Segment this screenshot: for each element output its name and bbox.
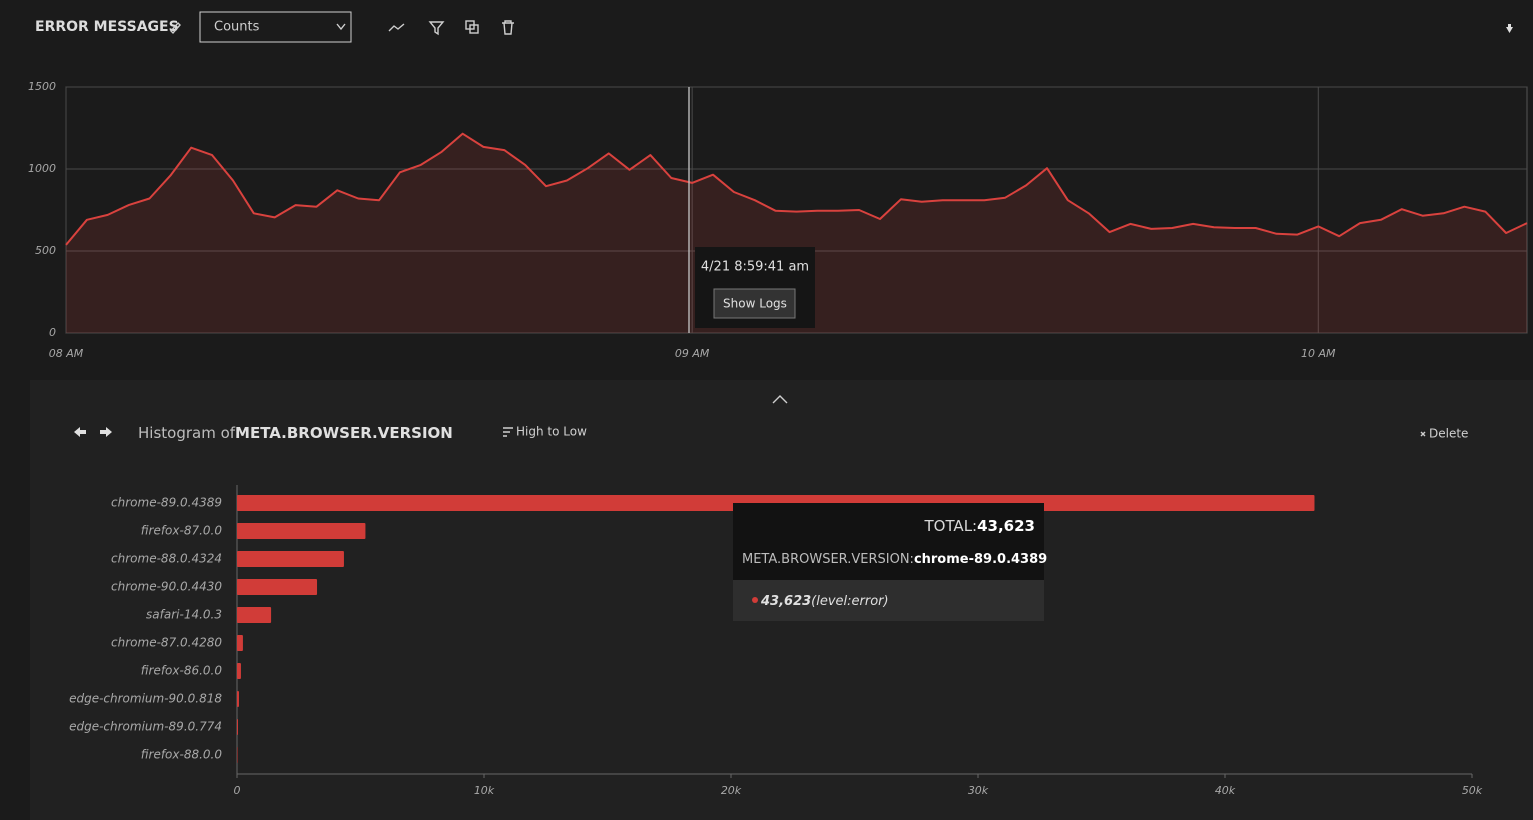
x-tick-label: 0 — [234, 784, 241, 797]
bar — [237, 523, 366, 539]
tooltip-total: TOTAL:43,623 — [923, 517, 1035, 535]
download-icon[interactable] — [1506, 24, 1513, 33]
x-tick-label: 10 AM — [1301, 347, 1336, 360]
total-value: 43,623 — [977, 517, 1035, 535]
delete-button[interactable]: Delete — [1429, 427, 1468, 441]
metric-select[interactable] — [199, 11, 352, 43]
category-label: chrome-90.0.4430 — [111, 580, 222, 594]
title-field: META.BROWSER.VERSION — [235, 424, 453, 442]
title-prefix: Histogram of — [138, 424, 236, 442]
delete-x — [1420, 431, 1426, 437]
bar — [237, 551, 344, 567]
select-chevron — [336, 23, 346, 31]
show-logs-label[interactable]: Show Logs — [723, 297, 787, 311]
panel-title: ERROR MESSAGES — [35, 19, 179, 35]
delete-icon[interactable] — [502, 20, 514, 35]
bar — [237, 719, 238, 735]
series-dot — [752, 597, 758, 603]
x-tick-label: 40k — [1215, 784, 1236, 797]
category-label: chrome-89.0.4389 — [111, 496, 222, 510]
collapse-chevron[interactable] — [772, 395, 788, 404]
filter-icon[interactable] — [428, 21, 445, 36]
sort-icon — [503, 427, 513, 437]
bar — [237, 607, 272, 623]
series-line — [65, 132, 1528, 246]
total-label: TOTAL: — [923, 517, 977, 535]
bar — [237, 691, 239, 707]
category-label: edge-chromium-90.0.818 — [69, 692, 222, 706]
x-tick-label: 50k — [1462, 784, 1483, 797]
category-label: firefox-88.0.0 — [141, 748, 223, 762]
category-label: edge-chromium-89.0.774 — [69, 720, 222, 734]
y-tick-label: 0 — [49, 326, 56, 339]
x-tick-label: 30k — [968, 784, 989, 797]
bar — [237, 635, 243, 651]
tooltip-field: META.BROWSER.VERSION:chrome-89.0.4389 — [742, 552, 1047, 567]
bar — [237, 663, 241, 679]
y-tick-label: 1000 — [28, 162, 56, 175]
x-tick-label: 10k — [474, 784, 495, 797]
sort-toggle[interactable]: High to Low — [516, 425, 587, 439]
copy-icon-back — [469, 24, 479, 34]
category-label: firefox-86.0.0 — [141, 664, 223, 678]
trend-icon[interactable] — [388, 23, 405, 32]
x-tick-label: 09 AM — [675, 347, 710, 360]
category-label: chrome-87.0.4280 — [111, 636, 222, 650]
area-fill — [66, 133, 1527, 333]
series-count: 43,623 — [760, 594, 811, 609]
tooltip-time: 4/21 8:59:41 am — [701, 260, 809, 275]
category-label: chrome-88.0.4324 — [111, 552, 222, 566]
area-chart: 0 500 1000 1500 08 AM 09 AM 10 AM — [28, 80, 1528, 360]
show-logs-button[interactable] — [713, 288, 796, 319]
category-label: firefox-87.0.0 — [141, 524, 223, 538]
next-arrow[interactable] — [100, 427, 112, 437]
x-tick-label: 08 AM — [49, 347, 84, 360]
bar-chart: 0 10k 20k 30k 40k 50k chrome-89.0.4389 firefox-… — [69, 485, 1483, 797]
field-value: chrome-89.0.4389 — [914, 552, 1047, 567]
edit-icon[interactable] — [170, 21, 181, 35]
x-tick-label: 20k — [721, 784, 742, 797]
select-value: Counts — [214, 20, 260, 35]
prev-arrow[interactable] — [74, 427, 86, 437]
series-level: (level:error) — [811, 594, 888, 609]
bar — [237, 579, 318, 595]
y-tick-label: 1500 — [28, 80, 56, 93]
bar-tooltip-row — [733, 580, 1044, 621]
y-tick-label: 500 — [35, 244, 56, 257]
tooltip-series: 43,623(level:error) — [760, 594, 889, 609]
category-label: safari-14.0.3 — [146, 608, 222, 622]
histogram-title: Histogram ofMETA.BROWSER.VERSION — [138, 424, 453, 442]
field-label: META.BROWSER.VERSION: — [742, 552, 914, 567]
